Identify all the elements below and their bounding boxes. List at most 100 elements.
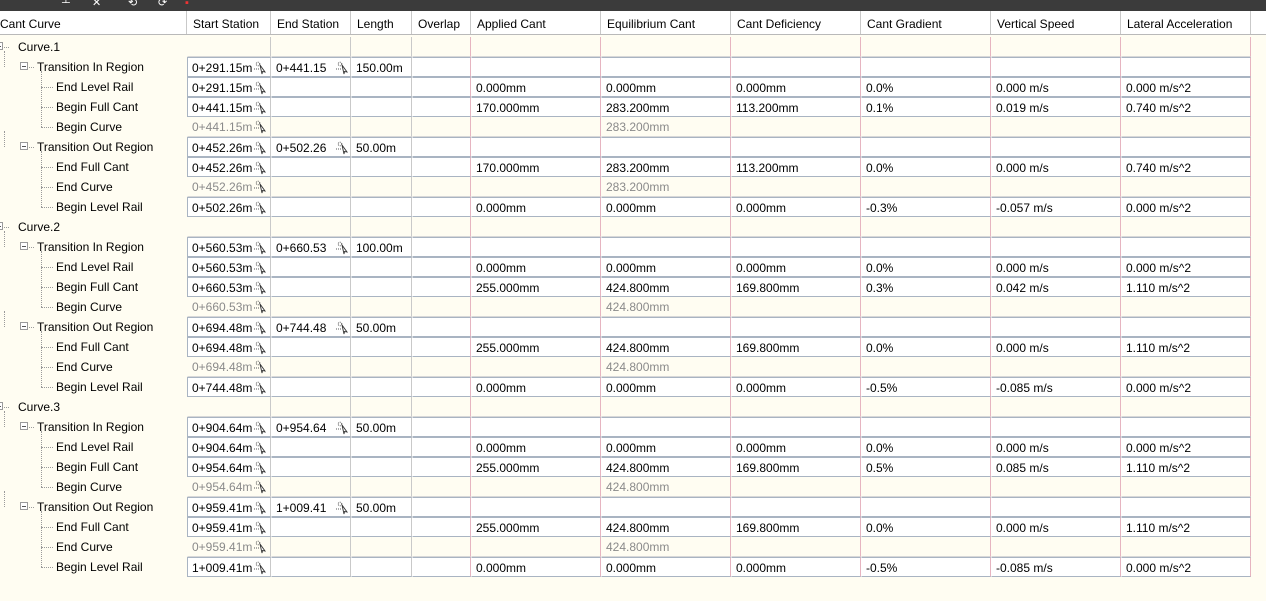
- cell-applied[interactable]: 255.000mm: [471, 457, 601, 477]
- cell-applied[interactable]: 255.000mm: [471, 517, 601, 537]
- station-row[interactable]: Begin Level Rail 0+502.26m 0.000mm 0.000mm 0…: [0, 197, 1266, 217]
- station-pick-icon[interactable]: [336, 241, 349, 255]
- cell-start[interactable]: 0+452.26m: [187, 157, 271, 177]
- station-row[interactable]: Begin Curve 0+441.15m 283.200mm: [0, 117, 1266, 137]
- cell-overlap[interactable]: [412, 517, 471, 537]
- cell-end[interactable]: [271, 157, 351, 177]
- station-row[interactable]: Begin Full Cant 0+441.15m 170.000mm 283.200…: [0, 97, 1266, 117]
- tree-collapse-icon[interactable]: [0, 222, 3, 230]
- redo-icon[interactable]: ⟳: [158, 0, 168, 9]
- cell-applied[interactable]: 0.000mm: [471, 257, 601, 277]
- station-row[interactable]: End Curve 0+694.48m 424.800mm: [0, 357, 1266, 377]
- cell-overlap[interactable]: [412, 97, 471, 117]
- tree-node[interactable]: Transition In Region: [0, 237, 187, 257]
- station-pick-icon[interactable]: [254, 540, 267, 554]
- cell-overlap[interactable]: [412, 257, 471, 277]
- region-row[interactable]: Transition In Region 0+291.15m 0+441.15 150…: [0, 57, 1266, 77]
- cell-end[interactable]: [271, 257, 351, 277]
- cell-start[interactable]: 0+959.41m: [187, 497, 271, 517]
- cell-length[interactable]: 100.00m: [351, 237, 412, 257]
- close-icon[interactable]: ✕: [92, 0, 102, 9]
- station-row[interactable]: Begin Curve 0+954.64m 424.800mm: [0, 477, 1266, 497]
- column-header-vspeed[interactable]: Vertical Speed: [991, 11, 1121, 34]
- column-header-applied[interactable]: Applied Cant: [471, 11, 601, 34]
- cell-start[interactable]: 0+904.64m: [187, 437, 271, 457]
- cell-overlap[interactable]: [412, 497, 471, 517]
- station-pick-icon[interactable]: [254, 421, 267, 435]
- region-row[interactable]: Transition Out Region 0+694.48m 0+744.48 50…: [0, 317, 1266, 337]
- station-row[interactable]: End Level Rail 0+904.64m 0.000mm 0.000mm 0.0…: [0, 437, 1266, 457]
- tree-collapse-icon[interactable]: [20, 422, 28, 430]
- delete-icon[interactable]: ▪: [185, 0, 189, 9]
- tree-node[interactable]: Curve.2: [0, 217, 187, 237]
- tree-collapse-icon[interactable]: [20, 62, 28, 70]
- cell-start[interactable]: 0+441.15m: [187, 97, 271, 117]
- cell-end[interactable]: 1+009.41: [271, 497, 351, 517]
- tree-node[interactable]: Transition Out Region: [0, 137, 187, 157]
- tree-node[interactable]: End Full Cant: [0, 517, 187, 537]
- cell-overlap[interactable]: [412, 277, 471, 297]
- column-header-overlap[interactable]: Overlap: [412, 11, 471, 34]
- cell-end[interactable]: 0+441.15: [271, 57, 351, 77]
- cell-length[interactable]: 50.00m: [351, 317, 412, 337]
- tree-node[interactable]: Transition Out Region: [0, 497, 187, 517]
- cell-overlap[interactable]: [412, 557, 471, 577]
- station-row[interactable]: End Full Cant 0+694.48m 255.000mm 424.800mm…: [0, 337, 1266, 357]
- cell-length[interactable]: [351, 257, 412, 277]
- tree-collapse-icon[interactable]: [20, 242, 28, 250]
- station-row[interactable]: End Full Cant 0+452.26m 170.000mm 283.200mm…: [0, 157, 1266, 177]
- station-row[interactable]: Begin Full Cant 0+660.53m 255.000mm 424.800…: [0, 277, 1266, 297]
- cell-end[interactable]: [271, 97, 351, 117]
- cell-length[interactable]: [351, 517, 412, 537]
- cell-length[interactable]: [351, 157, 412, 177]
- cell-start[interactable]: 0+560.53m: [187, 257, 271, 277]
- cell-overlap[interactable]: [412, 57, 471, 77]
- tree-collapse-icon[interactable]: [20, 142, 28, 150]
- tree-node[interactable]: End Level Rail: [0, 437, 187, 457]
- cell-overlap[interactable]: [412, 137, 471, 157]
- station-pick-icon[interactable]: [254, 321, 267, 335]
- cell-end[interactable]: [271, 197, 351, 217]
- column-header-equilibrium[interactable]: Equilibrium Cant: [601, 11, 731, 34]
- station-row[interactable]: End Curve 0+959.41m 424.800mm: [0, 537, 1266, 557]
- column-header-gradient[interactable]: Cant Gradient: [861, 11, 991, 34]
- cell-applied[interactable]: [471, 317, 601, 337]
- cell-length[interactable]: [351, 277, 412, 297]
- tree-node[interactable]: Begin Full Cant: [0, 97, 187, 117]
- tree-node[interactable]: Begin Curve: [0, 297, 187, 317]
- station-pick-icon[interactable]: [254, 201, 267, 215]
- station-pick-icon[interactable]: [254, 161, 267, 175]
- station-row[interactable]: End Curve 0+452.26m 283.200mm: [0, 177, 1266, 197]
- cell-overlap[interactable]: [412, 417, 471, 437]
- cell-start[interactable]: 0+560.53m: [187, 237, 271, 257]
- cell-end[interactable]: [271, 557, 351, 577]
- tree-node[interactable]: Transition In Region: [0, 417, 187, 437]
- station-pick-icon[interactable]: [254, 300, 267, 314]
- tree-collapse-icon[interactable]: [0, 402, 3, 410]
- cell-applied[interactable]: 170.000mm: [471, 157, 601, 177]
- cell-overlap[interactable]: [412, 437, 471, 457]
- station-pick-icon[interactable]: [336, 61, 349, 75]
- tree-node[interactable]: Begin Full Cant: [0, 277, 187, 297]
- cell-length[interactable]: 50.00m: [351, 497, 412, 517]
- station-pick-icon[interactable]: [254, 61, 267, 75]
- cell-applied[interactable]: 255.000mm: [471, 277, 601, 297]
- region-row[interactable]: Transition In Region 0+560.53m 0+660.53 100…: [0, 237, 1266, 257]
- station-pick-icon[interactable]: [254, 241, 267, 255]
- station-pick-icon[interactable]: [254, 101, 267, 115]
- cell-applied[interactable]: 170.000mm: [471, 97, 601, 117]
- tree-node[interactable]: Begin Curve: [0, 117, 187, 137]
- tree-node[interactable]: Begin Curve: [0, 477, 187, 497]
- cell-overlap[interactable]: [412, 377, 471, 397]
- curve-row[interactable]: Curve.2: [0, 217, 1266, 237]
- cell-start[interactable]: 0+452.26m: [187, 137, 271, 157]
- cell-end[interactable]: [271, 457, 351, 477]
- cell-overlap[interactable]: [412, 77, 471, 97]
- tree-collapse-icon[interactable]: [20, 502, 28, 510]
- tree-node[interactable]: End Full Cant: [0, 337, 187, 357]
- station-pick-icon[interactable]: [336, 321, 349, 335]
- tree-node[interactable]: End Level Rail: [0, 257, 187, 277]
- column-header-lateral[interactable]: Lateral Acceleration: [1121, 11, 1251, 34]
- cell-length[interactable]: [351, 457, 412, 477]
- undo-icon[interactable]: ⟲: [128, 0, 138, 9]
